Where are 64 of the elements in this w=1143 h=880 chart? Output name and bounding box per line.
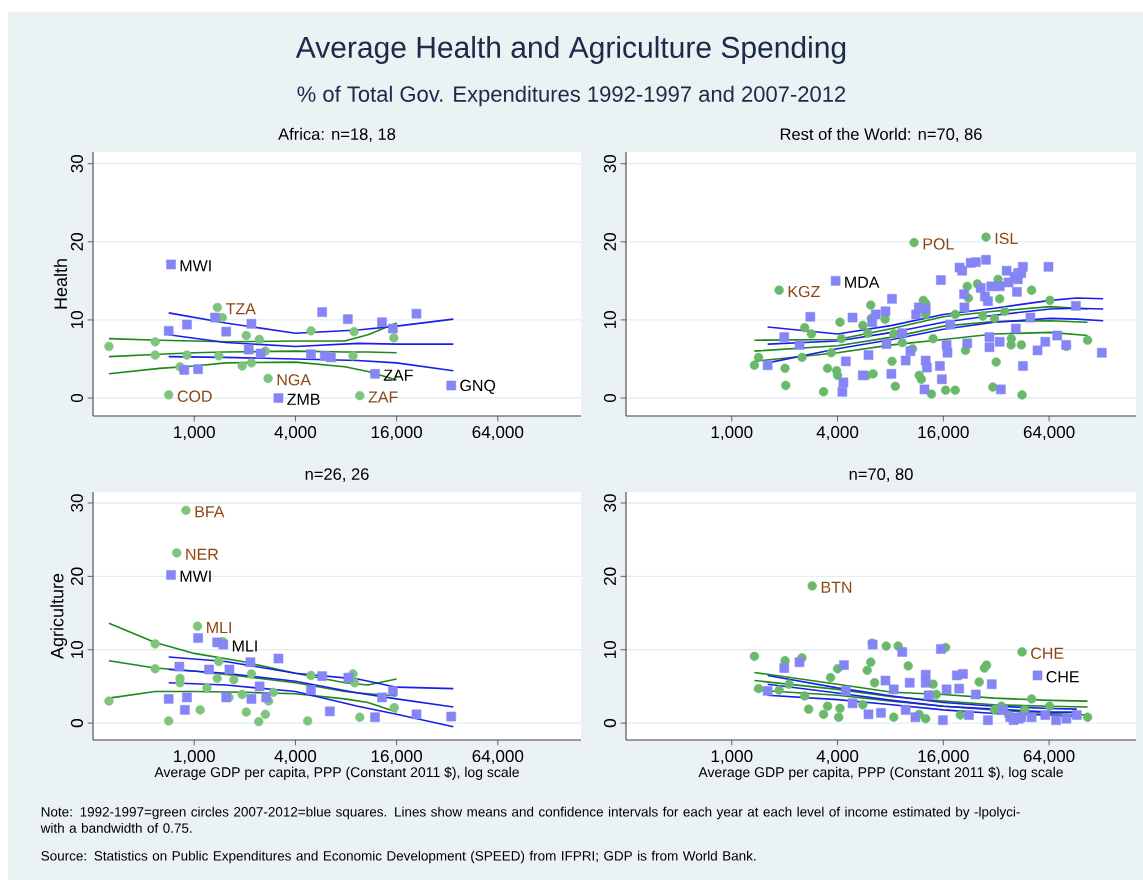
y-tick-label: 30 <box>70 154 83 173</box>
annotation: TZA <box>226 303 256 315</box>
y-tick-label: 30 <box>603 494 616 512</box>
y-tick-label: 20 <box>70 232 83 251</box>
chart-title: Africa: n=18, 18 <box>278 127 396 142</box>
annotation: ZAF <box>383 369 413 381</box>
annotation: KGZ <box>788 285 820 298</box>
x-tick-label: 4,000 <box>816 426 859 441</box>
chart-title: n=70, 80 <box>849 468 913 482</box>
annotation: MLI <box>232 640 257 652</box>
y-tick-label: 0 <box>70 719 83 728</box>
x-tick-label: 16,000 <box>371 426 423 441</box>
annotation: POL <box>923 238 954 250</box>
x-axis-title: Average GDP per capita, PPP (Constant 2011 $), log scale <box>154 766 519 780</box>
x-tick-label: 16,000 <box>918 426 969 441</box>
x-tick-label: 4,000 <box>274 750 317 765</box>
x-tick-label: 16,000 <box>918 750 969 765</box>
annotation: ISL <box>995 232 1018 245</box>
annotation: GNQ <box>460 379 496 394</box>
x-tick-label: 1,000 <box>174 750 215 765</box>
y-tick-label: 10 <box>603 640 616 658</box>
annotation: MDA <box>845 276 880 288</box>
y-tick-label: 0 <box>603 393 616 403</box>
y-tick-label: 20 <box>603 232 616 251</box>
annotation: MWI <box>180 260 211 272</box>
x-tick-label: 1,000 <box>711 750 753 765</box>
y-tick-label: 0 <box>70 393 83 403</box>
annotation: BTN <box>821 581 852 593</box>
x-tick-label: 4,000 <box>274 426 317 441</box>
x-tick-label: 1,000 <box>711 426 753 441</box>
annotation: CHE <box>1031 647 1064 659</box>
annotation: NER <box>186 548 219 560</box>
y-tick-label: 10 <box>603 311 616 329</box>
x-tick-label: 4,000 <box>816 750 859 765</box>
annotation: BFA <box>195 506 225 518</box>
y-tick-label: 20 <box>70 567 83 585</box>
x-tick-label: 64,000 <box>1023 750 1075 765</box>
annotation: CHE <box>1046 671 1079 683</box>
text: Note: 1992-1997=green circles 2007-2012=blue squares. Lines show means and confidence intervals for each year at each level of income estimated by -lpolyci- with a bandwidth of 0.75. <box>40 806 1020 833</box>
annotation: ZMB <box>287 393 320 405</box>
y-tick-label: 30 <box>603 154 616 173</box>
x-axis-title: Average GDP per capita, PPP (Constant 2011 $), log scale <box>698 766 1063 780</box>
y-tick-label: 0 <box>603 719 616 728</box>
chart-title: Rest of the World: n=70, 86 <box>780 127 982 142</box>
y-axis-title: Agriculture <box>50 573 68 659</box>
x-tick-label: 64,000 <box>472 426 524 441</box>
text: % of Total Gov. Expenditures 1992-1997 and 2007-2012 <box>297 85 846 107</box>
x-tick-label: 64,000 <box>1023 426 1075 441</box>
annotation: MWI <box>180 570 211 582</box>
y-tick-label: 30 <box>70 494 83 512</box>
x-tick-label: 64,000 <box>472 750 524 765</box>
chart-title: n=26, 26 <box>305 468 369 482</box>
text: Average Health and Agriculture Spending <box>295 35 846 64</box>
source-note: Source: Statistics on Public Expenditures and Economic Development (SPEED) from IFPRI; GDP is from World Bank. <box>41 850 756 864</box>
annotation: COD <box>177 390 212 402</box>
annotation: NGA <box>277 374 311 386</box>
annotation: ZAF <box>368 391 398 403</box>
x-tick-label: 1,000 <box>174 426 215 441</box>
annotation: MLI <box>207 622 231 634</box>
y-tick-label: 20 <box>603 567 616 585</box>
y-axis-title: Health <box>53 259 68 309</box>
y-tick-label: 10 <box>70 311 83 329</box>
x-tick-label: 16,000 <box>371 750 423 765</box>
y-tick-label: 10 <box>70 640 83 658</box>
